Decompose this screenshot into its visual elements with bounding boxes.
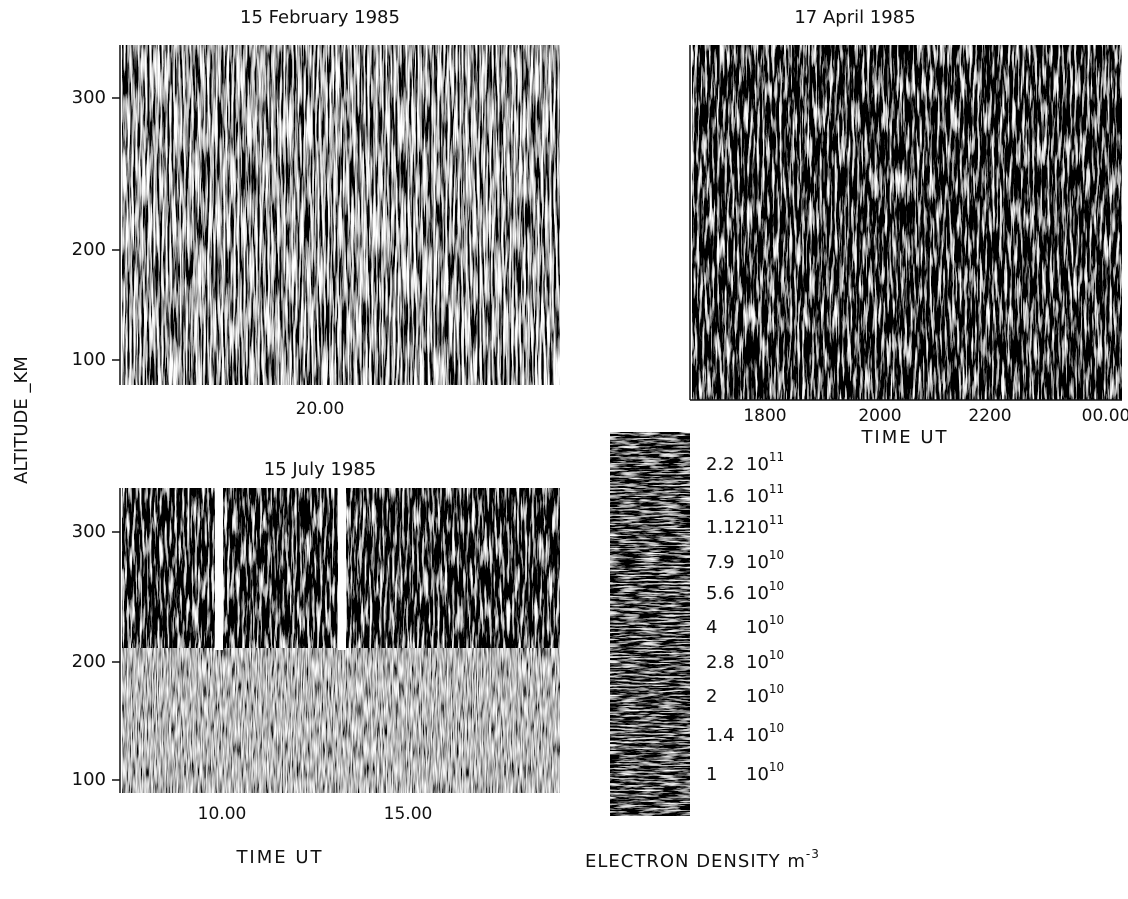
level-power: 10 bbox=[746, 552, 769, 573]
level-exponent: 10 bbox=[769, 648, 784, 662]
x-tick-label: 10.00 bbox=[198, 804, 247, 824]
colorbar-level: 1 1010 bbox=[706, 760, 784, 786]
colorbar-level: 1.4 1010 bbox=[706, 721, 784, 747]
level-mantissa: 4 bbox=[706, 617, 717, 638]
level-power: 10 bbox=[746, 583, 769, 604]
colorbar-level: 5.6 1010 bbox=[706, 579, 784, 605]
colorbar-level: 7.9 1010 bbox=[706, 548, 784, 574]
colorbar bbox=[610, 432, 690, 816]
colorbar-level: 1.6 1011 bbox=[706, 482, 784, 508]
panel-title: 17 April 1985 bbox=[794, 7, 915, 28]
level-mantissa: 1.4 bbox=[706, 725, 735, 746]
panel-title: 15 February 1985 bbox=[240, 7, 400, 28]
y-tick-label: 200 bbox=[72, 651, 106, 672]
x-axis-label: TIME UT bbox=[860, 427, 948, 448]
y-tick-label: 200 bbox=[72, 239, 106, 260]
x-tick-label: 1800 bbox=[743, 406, 786, 426]
panel-title: 15 July 1985 bbox=[264, 459, 377, 480]
x-axis-label: TIME UT bbox=[235, 847, 323, 868]
level-power: 10 bbox=[746, 686, 769, 707]
y-tick-label: 100 bbox=[72, 769, 106, 790]
y-axis-label: ALTITUDE _KM bbox=[11, 356, 32, 484]
radar-image bbox=[692, 45, 1122, 400]
data-gap bbox=[338, 488, 346, 650]
y-tick-label: 300 bbox=[72, 87, 106, 108]
level-mantissa: 5.6 bbox=[706, 583, 735, 604]
level-power: 10 bbox=[746, 764, 769, 785]
radar-image bbox=[122, 648, 560, 793]
x-tick-label: 2200 bbox=[968, 406, 1011, 426]
level-power: 10 bbox=[746, 617, 769, 638]
level-mantissa: 1.6 bbox=[706, 486, 735, 507]
colorbar-level: 1.121011 bbox=[706, 513, 784, 539]
level-exponent: 10 bbox=[769, 682, 784, 696]
colorbar-level: 4 1010 bbox=[706, 613, 784, 639]
level-power: 10 bbox=[746, 725, 769, 746]
level-mantissa: 2.8 bbox=[706, 652, 735, 673]
colorbar-label: ELECTRON DENSITY m-3 bbox=[585, 847, 820, 873]
level-power: 10 bbox=[746, 652, 769, 673]
level-mantissa: 2 bbox=[706, 686, 717, 707]
data-gap bbox=[215, 488, 223, 650]
y-tick-label: 100 bbox=[72, 349, 106, 370]
level-exponent: 11 bbox=[769, 482, 784, 496]
x-tick-label: 15.00 bbox=[384, 804, 433, 824]
level-power: 10 bbox=[746, 517, 769, 538]
x-tick-label: 2000 bbox=[858, 406, 901, 426]
level-power: 10 bbox=[746, 486, 769, 507]
radar-image bbox=[122, 45, 560, 385]
level-exponent: 11 bbox=[769, 450, 784, 464]
colorbar-level: 2 1010 bbox=[706, 682, 784, 708]
x-tick-label: 00.00 bbox=[1082, 406, 1128, 426]
level-exponent: 10 bbox=[769, 721, 784, 735]
colorbar-level: 2.8 1010 bbox=[706, 648, 784, 674]
colorbar-level: 2.2 1011 bbox=[706, 450, 784, 476]
level-exponent: 10 bbox=[769, 548, 784, 562]
label-exponent: -3 bbox=[806, 847, 820, 861]
level-power: 10 bbox=[746, 454, 769, 475]
level-exponent: 10 bbox=[769, 760, 784, 774]
level-mantissa: 7.9 bbox=[706, 552, 735, 573]
level-mantissa: 1 bbox=[706, 764, 717, 785]
level-exponent: 10 bbox=[769, 579, 784, 593]
level-exponent: 11 bbox=[769, 513, 784, 527]
y-tick-label: 300 bbox=[72, 521, 106, 542]
x-tick-label: 20.00 bbox=[296, 399, 345, 419]
level-mantissa: 1.12 bbox=[706, 517, 746, 538]
level-exponent: 10 bbox=[769, 613, 784, 627]
label-text: ELECTRON DENSITY m bbox=[585, 851, 806, 872]
level-mantissa: 2.2 bbox=[706, 454, 735, 475]
